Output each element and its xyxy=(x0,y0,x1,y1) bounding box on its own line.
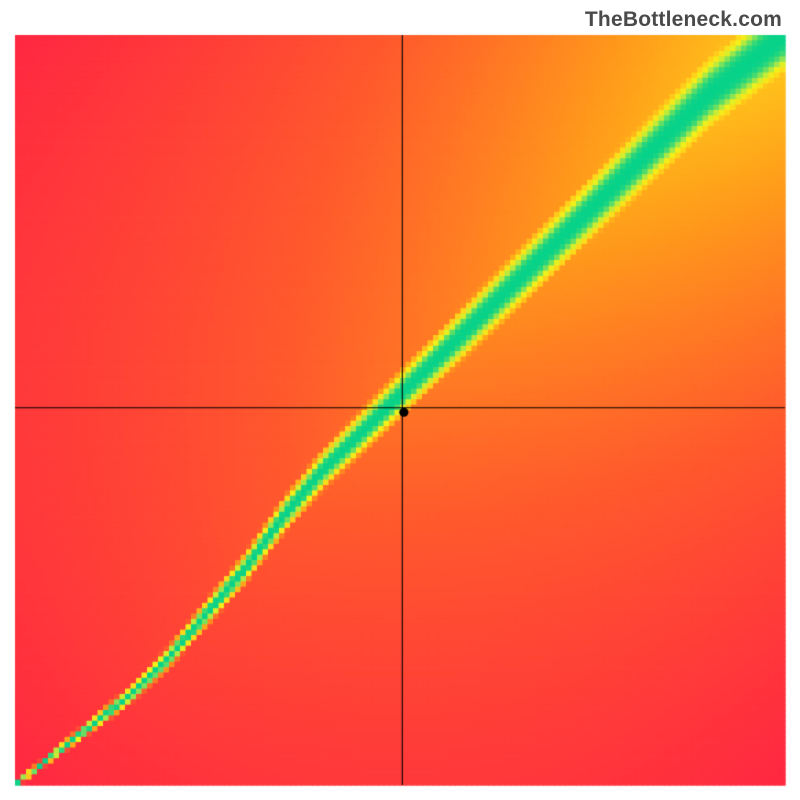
figure-container: TheBottleneck.com xyxy=(0,0,800,800)
bottleneck-heatmap xyxy=(0,0,800,800)
watermark-text: TheBottleneck.com xyxy=(585,8,782,32)
